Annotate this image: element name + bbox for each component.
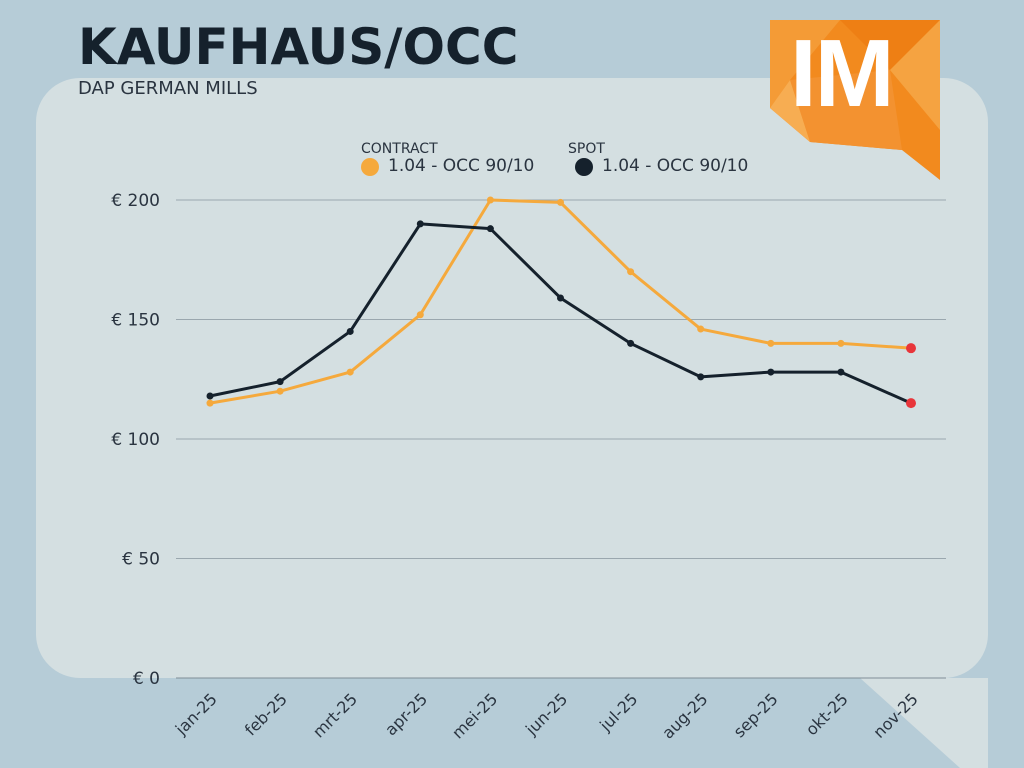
x-tick-label: apr-25 bbox=[381, 689, 431, 739]
data-point bbox=[557, 198, 564, 206]
y-tick-label: € 0 bbox=[133, 669, 160, 689]
data-point bbox=[906, 343, 916, 354]
page-subtitle: DAP GERMAN MILLS bbox=[78, 78, 258, 99]
legend-label-spot: 1.04 - OCC 90/10 bbox=[602, 156, 749, 176]
logo-text: IM bbox=[790, 20, 895, 127]
data-point bbox=[767, 339, 775, 347]
x-tick-label: mrt-25 bbox=[309, 689, 361, 741]
y-tick-label: € 100 bbox=[111, 430, 160, 450]
data-point bbox=[486, 196, 494, 204]
data-point bbox=[416, 311, 424, 319]
legend-label-contract: 1.04 - OCC 90/10 bbox=[388, 156, 535, 176]
data-point bbox=[206, 399, 214, 407]
legend-group-contract: CONTRACT bbox=[361, 141, 438, 157]
page-title: KAUFHAUS/OCC bbox=[78, 18, 519, 76]
data-point bbox=[697, 373, 705, 381]
data-point bbox=[837, 339, 845, 347]
x-tick-label: nov-25 bbox=[869, 689, 921, 741]
legend-group-spot: SPOT bbox=[568, 141, 605, 157]
data-point bbox=[837, 368, 845, 376]
y-tick-label: € 200 bbox=[111, 191, 160, 211]
y-tick-label: € 50 bbox=[122, 550, 160, 570]
legend-dot-spot bbox=[575, 158, 593, 176]
series-line-1 bbox=[209, 222, 912, 405]
data-point bbox=[767, 368, 775, 376]
data-point bbox=[276, 387, 284, 395]
chart-panel bbox=[36, 78, 988, 678]
x-tick-label: jan-25 bbox=[171, 689, 221, 739]
data-point bbox=[276, 378, 284, 386]
data-point bbox=[346, 368, 354, 376]
im-logo bbox=[770, 20, 940, 180]
y-tick-label: € 150 bbox=[111, 311, 160, 331]
data-point bbox=[557, 294, 564, 302]
data-point bbox=[627, 339, 635, 347]
x-tick-label: jun-25 bbox=[521, 689, 571, 739]
data-point bbox=[627, 268, 635, 276]
legend-dot-contract bbox=[361, 158, 379, 176]
x-tick-label: feb-25 bbox=[241, 689, 291, 739]
x-tick-label: jul-25 bbox=[595, 689, 641, 735]
data-point bbox=[206, 392, 214, 400]
data-point bbox=[697, 325, 705, 333]
data-point bbox=[346, 327, 354, 335]
x-tick-label: aug-25 bbox=[658, 689, 711, 742]
data-point bbox=[416, 220, 424, 228]
data-point bbox=[486, 225, 494, 233]
data-point bbox=[906, 398, 916, 409]
x-tick-label: sep-25 bbox=[730, 689, 782, 741]
x-tick-label: okt-25 bbox=[802, 689, 852, 739]
x-tick-label: mei-25 bbox=[448, 689, 501, 742]
